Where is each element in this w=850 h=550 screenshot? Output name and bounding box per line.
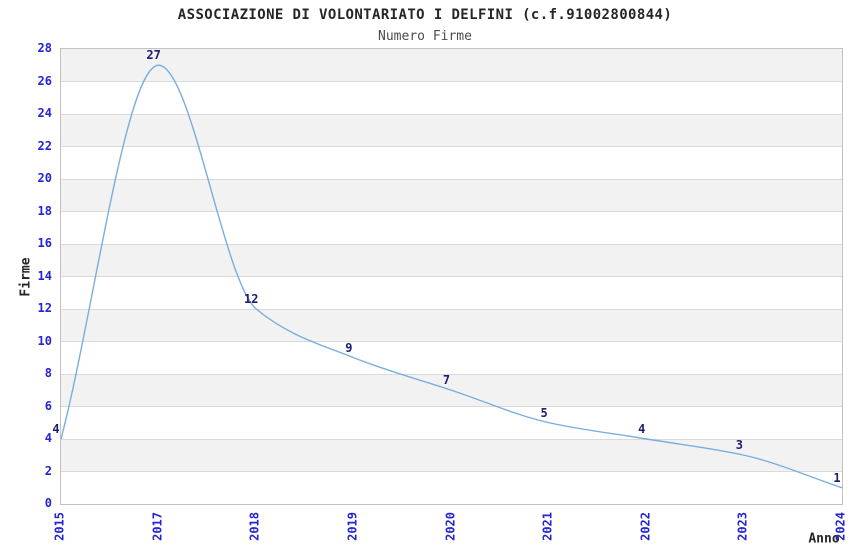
- y-axis: 0 2 4 6 8 10 12 14 16 18 20 22 24 26 28: [0, 42, 52, 509]
- gridline: [61, 438, 842, 440]
- data-point-label: 4: [52, 422, 60, 436]
- plot-band: [61, 244, 842, 277]
- x-tick-label: 2022: [638, 512, 653, 545]
- plot-area: [60, 48, 843, 505]
- x-tick-label: 2023: [735, 512, 750, 545]
- x-tick-label: 2017: [150, 512, 165, 545]
- gridline: [61, 243, 842, 245]
- x-tick-label: 2019: [345, 512, 360, 545]
- y-tick-label: 10: [37, 333, 52, 348]
- y-tick-label: 6: [44, 398, 52, 413]
- y-tick-label: 16: [37, 236, 52, 250]
- plot-band: [61, 309, 842, 342]
- x-tick-text: 2024: [833, 512, 848, 541]
- chart-subtitle: Numero Firme: [378, 29, 472, 44]
- plot-band: [61, 439, 842, 472]
- gridline: [61, 81, 842, 82]
- y-tick-label: 2: [44, 463, 52, 478]
- plot-band: [61, 49, 842, 82]
- y-tick-label: 8: [44, 366, 52, 380]
- y-tick-label: 28: [37, 41, 52, 55]
- x-axis: 2015 2017 2018 2019 2020 2021 2022 2023 2024: [52, 512, 847, 550]
- y-tick-label: 14: [37, 268, 52, 283]
- gridline: [61, 146, 842, 147]
- y-tick-label: 12: [37, 301, 52, 315]
- gridline: [61, 276, 842, 277]
- x-tick-text: 2019: [345, 512, 360, 541]
- x-tick-text: 2023: [735, 512, 750, 541]
- gridline: [61, 341, 842, 342]
- y-tick-label: 26: [37, 73, 52, 88]
- gridline: [61, 406, 842, 407]
- x-tick-text: 2018: [247, 512, 262, 541]
- gridline: [61, 373, 842, 375]
- y-tick-label: 20: [37, 171, 52, 185]
- series-line-canvas: [60, 64, 843, 489]
- x-tick-text: 2022: [638, 512, 653, 541]
- x-tick-label: 2024: [833, 512, 848, 545]
- plot-band: [61, 179, 842, 212]
- y-tick-label: 0: [44, 496, 52, 510]
- y-tick-label: 22: [37, 138, 52, 153]
- y-tick-label: 4: [44, 431, 52, 445]
- x-tick-text: 2015: [52, 512, 67, 541]
- gridline: [61, 308, 842, 310]
- x-tick-text: 2021: [540, 512, 555, 541]
- y-tick-label: 18: [37, 203, 52, 218]
- chart-title: ASSOCIAZIONE DI VOLONTARIATO I DELFINI (…: [177, 7, 673, 23]
- gridline: [61, 178, 842, 180]
- series-line: [60, 64, 843, 489]
- plot-band: [61, 114, 842, 147]
- x-tick-label: 2018: [247, 512, 262, 545]
- x-axis-title: Anno: [808, 531, 840, 547]
- gridline: [61, 211, 842, 212]
- x-tick-label: 2021: [540, 512, 555, 545]
- y-tick-label: 24: [37, 106, 52, 120]
- gridline: [61, 113, 842, 115]
- gridline: [61, 471, 842, 472]
- x-tick-label: 2015: [52, 512, 67, 545]
- x-tick-label: 2020: [442, 512, 457, 545]
- x-tick-text: 2020: [442, 512, 457, 541]
- x-tick-text: 2017: [150, 512, 165, 541]
